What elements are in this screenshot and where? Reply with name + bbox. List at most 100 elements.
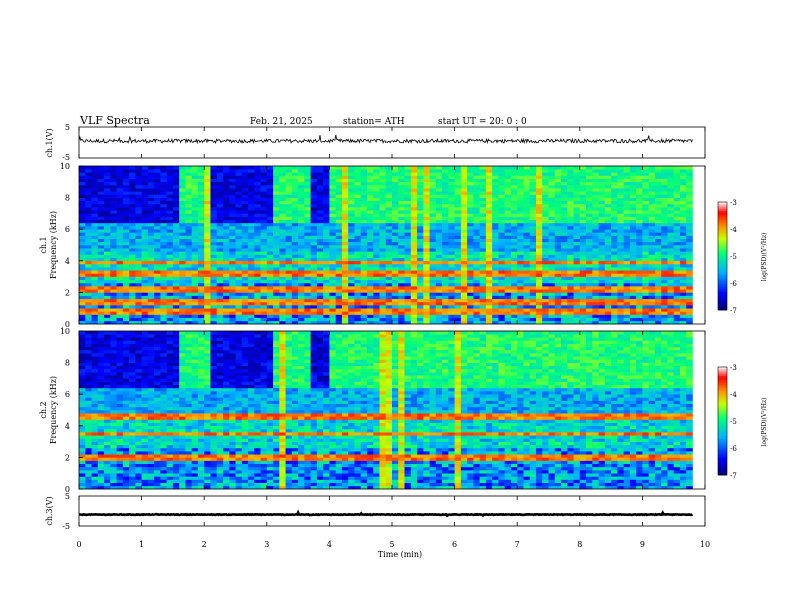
spectrogram-cell	[385, 235, 393, 239]
spectrogram-cell	[586, 317, 593, 322]
spectrogram-cell	[354, 226, 361, 230]
spectrogram-cell	[523, 238, 531, 243]
spectrogram-cell	[542, 248, 549, 252]
spectrogram-cell	[661, 270, 668, 274]
spectrogram-cell	[141, 216, 149, 221]
spectrogram-cell	[617, 207, 624, 211]
spectrogram-cell	[279, 169, 286, 173]
spectrogram-cell	[248, 181, 255, 186]
colorbar-tick-label: -5	[730, 253, 737, 261]
spectrogram-cell	[135, 314, 142, 318]
spectrogram-cell	[617, 245, 624, 249]
spectrogram-cell	[679, 251, 687, 255]
spectrogram-cell	[617, 178, 624, 183]
spectrogram-cell	[579, 200, 587, 205]
spectrogram-cell	[329, 203, 336, 208]
spectrogram-cell	[341, 286, 349, 290]
spectrogram-cell	[185, 169, 192, 173]
spectrogram-cell	[110, 235, 117, 239]
spectrogram-cell	[348, 188, 355, 192]
spectrogram-cell	[554, 257, 562, 262]
spectrogram-cell	[417, 311, 424, 315]
spectrogram-cell	[341, 289, 349, 293]
spectrogram-cell	[611, 181, 618, 186]
colorbar-segment	[718, 274, 727, 277]
spectrogram-cell	[135, 219, 142, 224]
spectrogram-cell	[129, 222, 136, 227]
spectrogram-cell	[341, 178, 349, 183]
spectrogram-cell	[316, 251, 324, 255]
spectrogram-cell	[310, 289, 318, 293]
spectrogram-cell	[460, 184, 468, 189]
spectrogram-cell	[110, 317, 117, 322]
spectrogram-cell	[260, 320, 268, 325]
spectrogram-cell	[567, 320, 574, 325]
spectrogram-cell	[222, 286, 230, 290]
spectrogram-cell	[604, 238, 612, 243]
spectrogram-cell	[611, 298, 618, 303]
spectrogram-cell	[454, 289, 462, 293]
spectrogram-cell	[248, 276, 255, 281]
spectrogram-cell	[535, 257, 543, 262]
spectrogram-cell	[360, 254, 368, 258]
spectrogram-cell	[586, 248, 593, 252]
spectrogram-cell	[266, 282, 274, 287]
spectrogram-cell	[335, 245, 343, 249]
spectrogram-cell	[573, 169, 581, 173]
spectrogram-cell	[579, 282, 587, 287]
spectrogram-cell	[279, 298, 286, 303]
spectrogram-cell	[673, 298, 681, 303]
spectrogram-cell	[310, 282, 318, 287]
spectrogram-cell	[91, 308, 99, 312]
spectrogram-cell	[410, 166, 418, 170]
spectrogram-cell	[254, 200, 261, 205]
spectrogram-cell	[623, 273, 631, 277]
spectrogram-cell	[335, 181, 343, 186]
spectrogram-cell	[79, 267, 86, 271]
spectrogram-cell	[579, 320, 587, 325]
spectrogram-cell	[529, 222, 537, 227]
spectrogram-cell	[91, 279, 99, 284]
spectrogram-cell	[548, 267, 556, 271]
spectrogram-cell	[429, 213, 437, 217]
spectrogram-cell	[166, 314, 174, 318]
spectrogram-cell	[510, 282, 518, 287]
spectrogram-cell	[122, 213, 130, 217]
spectrogram-cell	[354, 279, 361, 284]
spectrogram-cell	[179, 210, 186, 214]
spectrogram-cell	[492, 200, 499, 205]
spectrogram-cell	[273, 245, 280, 249]
spectrogram-cell	[429, 248, 437, 252]
spectrogram-cell	[686, 245, 693, 249]
spectrogram-cell	[373, 181, 380, 186]
spectrogram-cell	[260, 222, 268, 227]
spectrogram-cell	[548, 263, 556, 268]
spectrogram-cell	[636, 197, 643, 202]
spectrogram-cell	[229, 305, 236, 309]
spectrogram-cell	[460, 207, 468, 211]
spectrogram-cell	[316, 191, 324, 195]
spectrogram-cell	[222, 260, 230, 265]
spectrogram-cell	[122, 219, 130, 224]
spectrogram-cell	[542, 226, 549, 230]
spectrogram-cell	[611, 178, 618, 183]
spectrogram-cell	[523, 229, 531, 233]
spectrogram-cell	[279, 194, 286, 198]
spectrogram-cell	[166, 320, 174, 325]
spectrogram-cell	[592, 194, 599, 198]
spectrogram-cell	[561, 251, 568, 255]
start-ut-label: start UT = 20: 0 : 0	[438, 117, 527, 127]
spectrogram-cell	[85, 188, 92, 192]
spectrogram-cell	[410, 295, 418, 300]
spectrogram-cell	[642, 282, 649, 287]
spectrogram-cell	[423, 248, 430, 252]
spectrogram-cell	[679, 197, 687, 202]
spectrogram-cell	[542, 305, 549, 309]
spectrogram-cell	[442, 191, 449, 195]
spectrogram-cell	[473, 229, 480, 233]
spectrogram-cell	[629, 314, 637, 318]
spectrogram-cell	[279, 286, 286, 290]
spectrogram-cell	[535, 292, 543, 296]
spectrogram-cell	[154, 166, 161, 170]
spectrogram-cell	[129, 298, 136, 303]
